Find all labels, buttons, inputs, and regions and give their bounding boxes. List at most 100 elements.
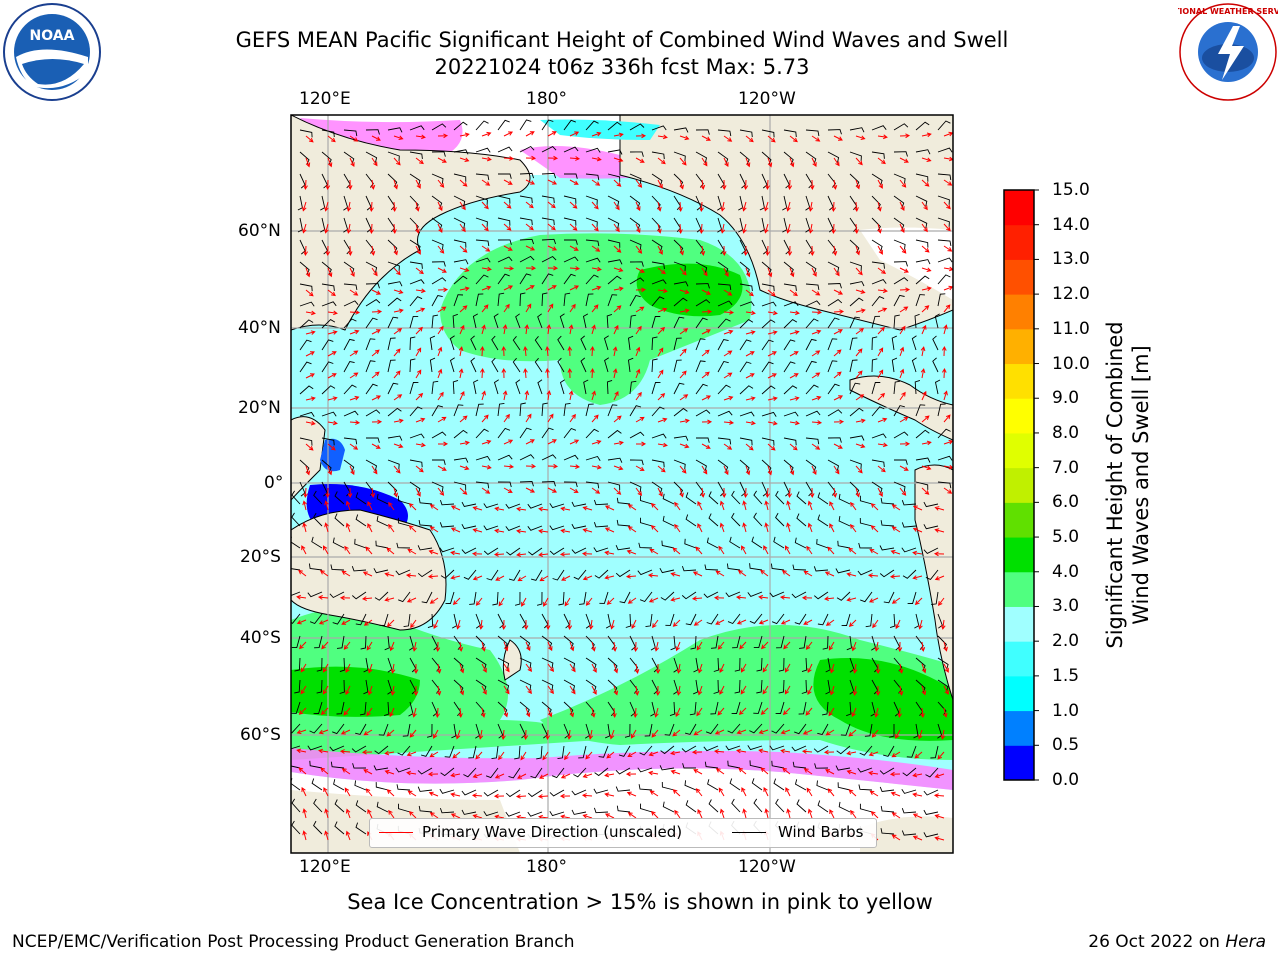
wind-barb: [893, 239, 906, 250]
wind-barb: [849, 281, 865, 287]
wind-barb: [376, 801, 389, 813]
wind-barb: [727, 723, 741, 734]
wave-direction-arrow: [657, 487, 663, 497]
wave-direction-arrow: [501, 619, 507, 631]
wave-direction-arrow: [767, 420, 778, 426]
wave-direction-arrow: [943, 414, 951, 423]
wave-direction-arrow: [415, 417, 426, 423]
wind-barb: [731, 512, 741, 527]
wave-direction-arrow: [745, 157, 751, 168]
wave-direction-arrow: [854, 201, 859, 213]
wind-barb: [607, 457, 623, 463]
wave-direction-arrow: [780, 748, 791, 754]
wind-barb: [645, 613, 653, 628]
wind-barb: [475, 274, 489, 285]
wind-barb: [670, 635, 676, 651]
wind-barb: [497, 273, 510, 285]
wave-direction-arrow: [627, 812, 637, 819]
wave-direction-arrow: [393, 418, 404, 424]
wave-direction-arrow: [679, 245, 684, 256]
wave-direction-arrow: [921, 324, 927, 335]
colorbar-segment: [1004, 675, 1034, 712]
wind-barb: [911, 357, 917, 373]
wave-direction-arrow: [829, 809, 835, 819]
wind-barb: [727, 760, 741, 769]
wind-barb: [431, 123, 447, 131]
wave-direction-arrow: [324, 201, 329, 212]
wave-direction-arrow: [851, 641, 857, 652]
colorbar: [1003, 189, 1039, 781]
wind-barb: [625, 613, 632, 628]
wind-barb: [717, 360, 729, 373]
wave-direction-arrow: [786, 522, 791, 533]
wind-barb: [396, 542, 411, 549]
wave-direction-arrow: [429, 751, 439, 758]
wind-barb: [497, 657, 510, 669]
wave-direction-arrow: [525, 303, 532, 313]
wind-barb: [749, 613, 763, 624]
north-pacific-dark-green: [636, 263, 743, 317]
wave-direction-arrow: [715, 570, 725, 577]
wind-barb: [629, 261, 644, 267]
wave-direction-arrow: [626, 549, 637, 555]
wind-barb: [549, 503, 565, 509]
wind-barb: [805, 283, 820, 290]
wind-barb: [629, 173, 642, 184]
wave-direction-arrow: [825, 769, 835, 775]
wave-direction-arrow: [789, 310, 800, 316]
wave-direction-arrow: [920, 346, 926, 357]
wind-barb: [313, 820, 323, 835]
wave-direction-arrow: [437, 368, 443, 379]
wave-direction-arrow: [674, 809, 681, 819]
wind-barb: [783, 339, 796, 351]
wave-direction-arrow: [349, 157, 355, 168]
wave-direction-arrow: [437, 306, 447, 313]
wind-barb: [607, 404, 618, 417]
wind-barb: [710, 635, 719, 649]
wave-direction-arrow: [758, 594, 769, 600]
wind-barb: [651, 459, 665, 468]
wind-barb: [673, 359, 682, 373]
wave-direction-arrow: [459, 267, 470, 272]
wind-barb: [452, 379, 459, 395]
wave-direction-arrow: [877, 179, 883, 189]
colorbar-segment: [1004, 190, 1034, 226]
wind-barb: [673, 151, 686, 162]
wave-direction-arrow: [891, 597, 901, 604]
wave-direction-arrow: [569, 245, 579, 251]
wave-direction-arrow: [634, 663, 640, 674]
wave-direction-arrow: [525, 265, 537, 271]
wave-direction-arrow: [717, 641, 725, 650]
wave-direction-arrow: [588, 729, 594, 740]
wind-barb: [708, 799, 719, 813]
wind-barb: [475, 257, 491, 263]
wave-direction-arrow: [764, 201, 769, 212]
wave-direction-arrow: [762, 685, 769, 695]
wind-barb: [805, 300, 821, 307]
wind-barb: [417, 767, 433, 775]
wave-direction-arrow: [855, 135, 866, 140]
wind-barb: [461, 547, 477, 554]
wind-barb: [451, 723, 457, 739]
wind-barb: [901, 500, 917, 506]
wave-direction-arrow: [696, 641, 703, 651]
wind-barb: [321, 361, 334, 373]
wind-barb: [365, 338, 376, 351]
wave-direction-arrow: [365, 788, 373, 797]
wave-direction-arrow: [676, 685, 682, 696]
wind-barb: [827, 459, 840, 471]
wave-direction-arrow: [437, 287, 449, 293]
wave-direction-arrow: [305, 157, 311, 168]
wave-direction-arrow: [591, 414, 599, 423]
wind-barb: [761, 173, 768, 189]
wind-barb: [638, 784, 653, 791]
wave-direction-arrow: [481, 663, 487, 673]
map-frame: [290, 114, 954, 854]
wind-barb: [937, 195, 950, 205]
wind-barb: [822, 635, 829, 650]
wave-direction-arrow: [305, 267, 311, 278]
wind-barb: [409, 433, 425, 439]
wave-direction-arrow: [635, 368, 641, 379]
wave-direction-arrow: [604, 550, 615, 556]
wind-barb: [717, 300, 733, 307]
